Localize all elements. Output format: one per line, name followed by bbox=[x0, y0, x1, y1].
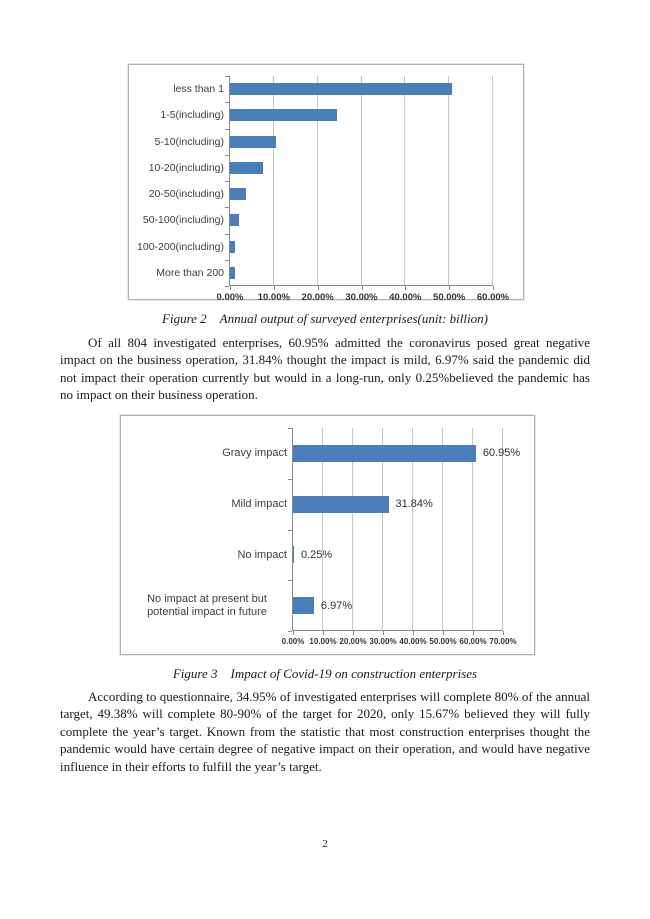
x-axis-tick bbox=[413, 631, 414, 635]
x-axis-tick bbox=[473, 631, 474, 635]
paragraph-target-completion: According to questionnaire, 34.95% of in… bbox=[60, 689, 590, 774]
category-axis-tick bbox=[288, 631, 292, 632]
x-axis-tick bbox=[323, 631, 324, 635]
category-axis-tick bbox=[225, 234, 229, 235]
gridline bbox=[442, 428, 443, 630]
x-axis-tick bbox=[293, 631, 294, 635]
x-tick-label: 70.00% bbox=[489, 637, 517, 646]
bar bbox=[293, 546, 294, 564]
gridline bbox=[322, 428, 323, 630]
category-axis-tick bbox=[225, 102, 229, 103]
figure3-bar-chart: 60.95% 31.84% 0.25% 6.97% Gravy impact Mild i… bbox=[120, 415, 535, 655]
category-label: No impact at present but potential impac… bbox=[147, 592, 267, 618]
bar bbox=[230, 240, 236, 253]
x-axis-tick bbox=[503, 631, 504, 635]
category-label: Mild impact bbox=[231, 497, 287, 510]
category-label: No impact bbox=[237, 548, 287, 561]
category-axis-tick bbox=[225, 207, 229, 208]
bar bbox=[230, 188, 246, 201]
category-label: More than 200 bbox=[156, 266, 224, 279]
gridline bbox=[382, 428, 383, 630]
x-tick-label: 0.00% bbox=[216, 292, 244, 303]
x-tick-label: 40.00% bbox=[399, 637, 427, 646]
category-label: 10-20(including) bbox=[148, 161, 224, 174]
category-axis-tick bbox=[225, 76, 229, 77]
gridline bbox=[502, 428, 503, 630]
x-axis-tick bbox=[443, 631, 444, 635]
gridline bbox=[412, 428, 413, 630]
bar bbox=[230, 161, 263, 174]
x-tick-label: 30.00% bbox=[345, 292, 378, 303]
value-label: 6.97% bbox=[320, 599, 353, 612]
gridline bbox=[404, 76, 406, 285]
category-label: 100-200(including) bbox=[137, 240, 224, 253]
category-label: Gravy impact bbox=[222, 447, 287, 460]
category-label: 20-50(including) bbox=[148, 188, 224, 201]
page-number: 2 bbox=[322, 838, 328, 850]
bar bbox=[293, 597, 314, 615]
x-axis-tick bbox=[449, 286, 451, 290]
paragraph-impact-stats: Of all 804 investigated enterprises, 60.… bbox=[60, 335, 590, 403]
gridline bbox=[472, 428, 473, 630]
x-axis-tick bbox=[383, 631, 384, 635]
x-axis-tick bbox=[230, 286, 231, 290]
x-tick-label: 50.00% bbox=[429, 637, 457, 646]
x-axis-tick bbox=[361, 286, 363, 290]
value-label: 31.84% bbox=[395, 498, 433, 511]
category-label: 1-5(including) bbox=[160, 109, 224, 122]
x-tick-label: 50.00% bbox=[433, 292, 466, 303]
category-axis-tick bbox=[288, 479, 292, 480]
figure2-caption: Figure 2 Annual output of surveyed enter… bbox=[162, 311, 488, 326]
plot-area bbox=[229, 76, 493, 286]
bar bbox=[230, 214, 239, 227]
x-tick-label: 20.00% bbox=[339, 637, 367, 646]
category-axis-tick bbox=[225, 260, 229, 261]
x-tick-label: 60.00% bbox=[476, 292, 510, 303]
x-axis-tick bbox=[493, 286, 494, 290]
bar bbox=[230, 83, 452, 96]
category-axis-tick bbox=[288, 530, 292, 531]
x-axis-tick bbox=[353, 631, 354, 635]
category-label: 50-100(including) bbox=[142, 214, 224, 227]
x-axis-tick bbox=[405, 286, 407, 290]
value-label: 60.95% bbox=[482, 447, 521, 460]
figure2-bar-chart: less than 1 1-5(including) 5-10(including)… bbox=[128, 64, 524, 303]
gridline bbox=[448, 76, 450, 285]
category-axis-tick bbox=[225, 155, 229, 156]
x-axis-tick bbox=[317, 286, 319, 290]
category-label: less than 1 bbox=[173, 83, 224, 96]
category-axis-tick bbox=[288, 580, 292, 581]
value-label: 0.25% bbox=[301, 548, 333, 561]
category-axis-tick bbox=[288, 428, 292, 429]
x-tick-label: 10.00% bbox=[257, 292, 290, 303]
bar bbox=[230, 266, 236, 279]
category-axis-tick bbox=[225, 129, 229, 130]
bar bbox=[293, 444, 476, 462]
x-tick-label: 20.00% bbox=[301, 292, 334, 303]
gridline bbox=[352, 428, 353, 630]
category-label: 5-10(including) bbox=[154, 135, 224, 148]
bar bbox=[230, 135, 277, 148]
category-axis-tick bbox=[225, 286, 229, 287]
x-tick-label: 30.00% bbox=[369, 637, 397, 646]
bar bbox=[293, 495, 389, 513]
category-axis-tick bbox=[225, 181, 229, 182]
gridline bbox=[492, 76, 493, 285]
figure3-caption: Figure 3 Impact of Covid-19 on construct… bbox=[172, 666, 478, 681]
gridline bbox=[360, 76, 362, 285]
gridline bbox=[316, 76, 318, 285]
plot-area: 60.95% 31.84% 0.25% 6.97% bbox=[292, 428, 520, 631]
x-tick-label: 10.00% bbox=[309, 637, 337, 646]
x-tick-label: 60.00% bbox=[459, 637, 487, 646]
x-tick-label: 0.00% bbox=[281, 637, 305, 646]
bar bbox=[230, 109, 337, 122]
gridline bbox=[272, 76, 274, 285]
x-tick-label: 40.00% bbox=[389, 292, 422, 303]
x-axis-tick bbox=[273, 286, 275, 290]
